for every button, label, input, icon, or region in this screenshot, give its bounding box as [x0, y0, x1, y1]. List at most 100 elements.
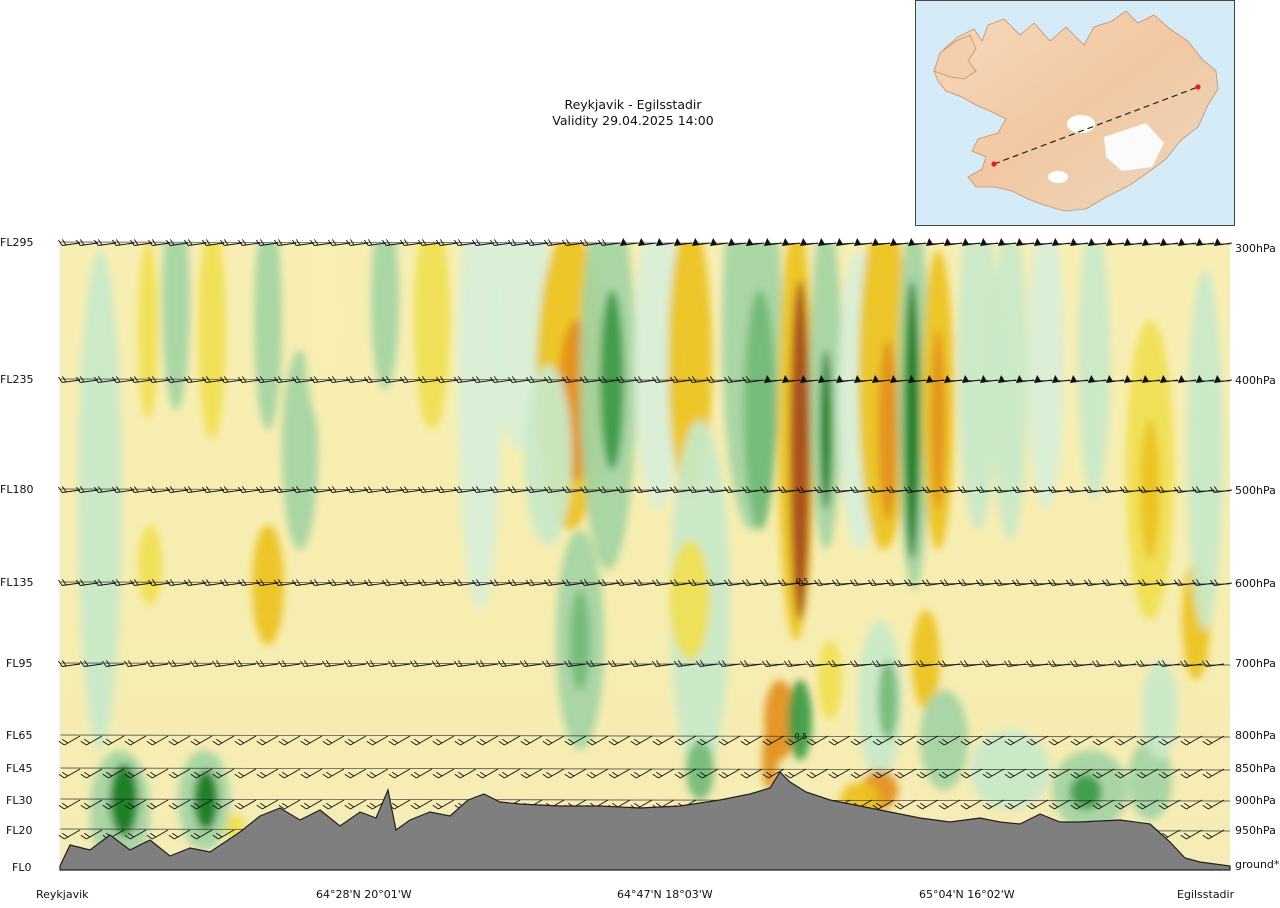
- wind-barb-feather: [1092, 740, 1099, 746]
- wind-barb-feather: [651, 376, 657, 383]
- field-cell: [1028, 243, 1064, 510]
- wind-barb-staff: [296, 582, 315, 586]
- wind-barb-feather: [129, 239, 135, 246]
- wind-barb-pennant: [782, 375, 790, 383]
- wind-barb-feather: [920, 802, 927, 808]
- wind-barb-staff: [570, 768, 587, 779]
- wind-barb-feather: [392, 738, 399, 744]
- wind-barb: [410, 799, 433, 810]
- wind-barb: [497, 660, 521, 667]
- wind-barb: [507, 239, 531, 246]
- wind-barb-staff: [1196, 242, 1215, 246]
- wind-barb-feather: [309, 376, 315, 383]
- wind-barb-feather: [939, 579, 945, 586]
- wind-barb: [850, 768, 873, 779]
- wind-barb-feather: [1141, 579, 1147, 586]
- wind-barb-staff: [692, 379, 711, 383]
- wind-barb-feather: [366, 773, 373, 779]
- wind-barb-staff: [350, 489, 369, 493]
- wind-barb-staff: [404, 489, 423, 493]
- wind-barb: [741, 579, 765, 586]
- wind-barb: [1070, 238, 1089, 246]
- wind-barb-feather: [476, 773, 483, 779]
- wind-barb: [597, 376, 621, 383]
- wind-barb-feather: [723, 376, 729, 383]
- wind-barb: [1124, 375, 1143, 383]
- wind-barb-feather: [744, 738, 751, 744]
- wind-barb-feather: [561, 239, 567, 246]
- wind-barb-staff: [998, 489, 1017, 493]
- wind-barb-staff: [612, 663, 631, 667]
- wind-barb-staff: [206, 379, 225, 383]
- wind-barb-feather: [255, 376, 261, 383]
- wind-barb: [783, 660, 807, 667]
- wind-barb-feather: [453, 239, 459, 246]
- wind-barb-feather: [993, 486, 999, 493]
- wind-barb-staff: [1120, 799, 1137, 810]
- wind-barb: [344, 768, 367, 779]
- wind-barb-feather: [564, 740, 571, 746]
- wind-barb-feather: [366, 740, 373, 746]
- wind-barb-staff: [702, 735, 719, 746]
- wind-barb-feather: [219, 579, 225, 586]
- wind-barb-staff: [1162, 663, 1181, 667]
- wind-barb-feather: [476, 740, 483, 746]
- wind-barb-staff: [524, 663, 543, 667]
- wind-barb-staff: [172, 663, 191, 667]
- wind-barb-feather: [84, 802, 91, 808]
- wind-barb: [1209, 579, 1233, 586]
- wind-barb: [885, 486, 909, 493]
- wind-barb: [80, 799, 103, 810]
- wind-barb: [278, 799, 301, 810]
- wind-barb: [1142, 238, 1161, 246]
- wind-barb: [541, 660, 565, 667]
- wind-barb-feather: [1007, 660, 1013, 667]
- wind-barb: [525, 579, 549, 586]
- wind-barb-feather: [961, 486, 967, 493]
- wind-barb-staff: [422, 379, 441, 383]
- wind-barb: [183, 376, 207, 383]
- wind-barb-feather: [1162, 832, 1169, 838]
- wind-barb-pennant: [1088, 238, 1096, 246]
- wind-barb-staff: [764, 582, 783, 586]
- wind-barb-feather: [1033, 579, 1039, 586]
- wind-barb-feather: [453, 376, 459, 383]
- wind-barb: [761, 660, 785, 667]
- wind-barb-feather: [520, 740, 527, 746]
- wind-barb-feather: [1155, 579, 1161, 586]
- wind-barb: [993, 579, 1017, 586]
- wind-barb-staff: [656, 242, 675, 246]
- wind-barb-feather: [979, 579, 985, 586]
- wind-barb-feather: [345, 239, 351, 246]
- wind-barb-feather: [223, 579, 229, 586]
- wind-barb-feather: [58, 773, 65, 779]
- wind-barb-staff: [206, 489, 225, 493]
- wind-barb-feather: [1096, 771, 1103, 777]
- wind-barb-feather: [938, 804, 945, 810]
- wind-barb: [1136, 735, 1159, 746]
- wind-barb-staff: [372, 735, 389, 746]
- wind-barb-feather: [561, 486, 567, 493]
- wind-barb-pennant: [782, 238, 790, 246]
- wind-barb-feather: [761, 660, 767, 667]
- wind-barb: [831, 486, 855, 493]
- wind-barb-staff: [494, 489, 513, 493]
- wind-barb-feather: [457, 486, 463, 493]
- wind-barb-staff: [530, 242, 549, 246]
- wind-barb-pennant: [854, 375, 862, 383]
- wind-barb: [80, 768, 103, 779]
- wind-barb: [692, 238, 711, 246]
- wind-barb: [782, 238, 801, 246]
- wind-barb-staff: [150, 663, 169, 667]
- wind-barb-feather: [493, 239, 499, 246]
- wind-barb-feather: [1184, 771, 1191, 777]
- wind-barb-feather: [111, 486, 117, 493]
- wind-barb-feather: [347, 660, 353, 667]
- wind-barb-staff: [438, 799, 455, 810]
- wind-barb-feather: [255, 579, 261, 586]
- y-right-label: 700hPa: [1235, 657, 1276, 670]
- wind-barb-staff: [1054, 799, 1071, 810]
- wind-barb-staff: [350, 379, 369, 383]
- wind-barb-feather: [893, 660, 899, 667]
- wind-barb: [327, 579, 351, 586]
